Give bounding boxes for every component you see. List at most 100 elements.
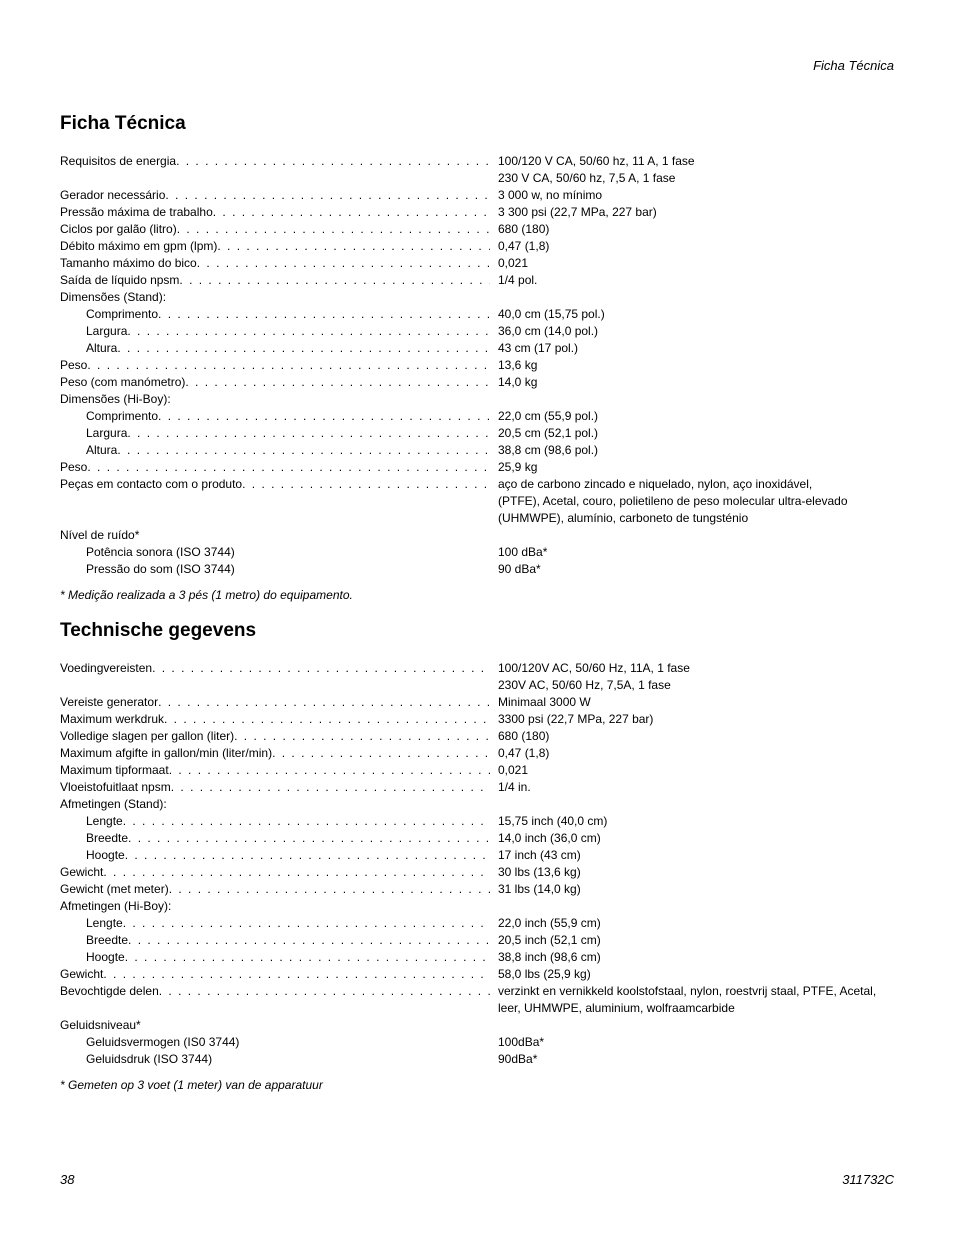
spec-value: 3300 psi (22,7 MPa, 227 bar) (490, 711, 894, 728)
spec-label: Voedingvereisten (60, 660, 152, 677)
spec-row: Lengte 22,0 inch (55,9 cm) (60, 915, 894, 932)
spec-row: Breedte 14,0 inch (36,0 cm) (60, 830, 894, 847)
spec-label: Maximum tipformaat (60, 762, 169, 779)
spec-label: Peças em contacto com o produto (60, 476, 242, 493)
spec-label: Comprimento (86, 306, 158, 323)
leader-dots (87, 357, 490, 374)
spec-row: Comprimento 22,0 cm (55,9 pol.) (60, 408, 894, 425)
leader-dots (165, 187, 490, 204)
spec-label: Breedte (86, 932, 128, 949)
spec-label: Comprimento (86, 408, 158, 425)
spec-label: Hoogte (86, 847, 125, 864)
spec-block: Voedingvereisten 100/120V AC, 50/60 Hz, … (60, 660, 894, 1068)
leader-dots (125, 949, 490, 966)
spec-value: 20,5 cm (52,1 pol.) (490, 425, 894, 442)
spec-block: Requisitos de energia100/120 V CA, 50/60… (60, 153, 894, 578)
spec-value: (PTFE), Acetal, couro, polietileno de pe… (490, 493, 894, 510)
spec-value: verzinkt en vernikkeld koolstofstaal, ny… (490, 983, 894, 1000)
spec-row: Ciclos por galão (litro) 680 (180) (60, 221, 894, 238)
spec-label: Largura (86, 323, 127, 340)
spec-label: Lengte (86, 813, 123, 830)
spec-value: 680 (180) (490, 728, 894, 745)
spec-label: Dimensões (Stand): (60, 289, 166, 306)
spec-label: Gewicht (met meter) (60, 881, 169, 898)
section-title: Ficha Técnica (60, 113, 894, 135)
spec-label: Geluidsdruk (ISO 3744) (86, 1051, 212, 1068)
spec-label: Gewicht (60, 864, 103, 881)
spec-value: 1/4 pol. (490, 272, 894, 289)
spec-value: 90 dBa* (490, 561, 894, 578)
leader-dots (158, 408, 490, 425)
spec-label: Breedte (86, 830, 128, 847)
leader-dots (213, 204, 490, 221)
spec-label: Potência sonora (ISO 3744) (86, 544, 235, 561)
spec-value: 22,0 inch (55,9 cm) (490, 915, 894, 932)
spec-row: Geluidsdruk (ISO 3744)90dBa* (60, 1051, 894, 1068)
spec-value: 1/4 in. (490, 779, 894, 796)
leader-dots (128, 830, 490, 847)
spec-row: Potência sonora (ISO 3744)100 dBa* (60, 544, 894, 561)
spec-value: 20,5 inch (52,1 cm) (490, 932, 894, 949)
spec-label: Geluidsvermogen (IS0 3744) (86, 1034, 239, 1051)
spec-value: 230 V CA, 50/60 hz, 7,5 A, 1 fase (490, 170, 894, 187)
spec-row: Peso (com manómetro) 14,0 kg (60, 374, 894, 391)
spec-value: 14,0 inch (36,0 cm) (490, 830, 894, 847)
leader-dots (171, 779, 490, 796)
spec-row: Hoogte 38,8 inch (98,6 cm) (60, 949, 894, 966)
spec-label: Vloeistofuitlaat npsm (60, 779, 171, 796)
leader-dots (169, 762, 490, 779)
spec-row: Vereiste generatorMinimaal 3000 W (60, 694, 894, 711)
spec-row: Tamanho máximo do bico0,021 (60, 255, 894, 272)
sections-container: Ficha Técnica Requisitos de energia100/12… (60, 113, 894, 1092)
spec-label: Geluidsniveau* (60, 1017, 141, 1034)
spec-row: Pressão do som (ISO 3744)90 dBa* (60, 561, 894, 578)
spec-value: 0,47 (1,8) (490, 745, 894, 762)
spec-value: Minimaal 3000 W (490, 694, 894, 711)
spec-value: 14,0 kg (490, 374, 894, 391)
spec-row: Peso 25,9 kg (60, 459, 894, 476)
spec-value: (UHMWPE), alumínio, carboneto de tungsté… (490, 510, 894, 527)
spec-value: 43 cm (17 pol.) (490, 340, 894, 357)
leader-dots (272, 745, 490, 762)
spec-label: Afmetingen (Stand): (60, 796, 167, 813)
leader-dots (197, 255, 490, 272)
leader-dots (87, 459, 490, 476)
spec-value: 38,8 inch (98,6 cm) (490, 949, 894, 966)
spec-label: Bevochtigde delen (60, 983, 159, 1000)
spec-label: Peso (60, 459, 87, 476)
leader-dots (169, 881, 490, 898)
spec-row-continuation: 230 V CA, 50/60 hz, 7,5 A, 1 fase (60, 170, 894, 187)
leader-dots (164, 711, 490, 728)
spec-row: Dimensões (Hi-Boy): (60, 391, 894, 408)
spec-row: Débito máximo em gpm (lpm)0,47 (1,8) (60, 238, 894, 255)
spec-row: Afmetingen (Hi-Boy): (60, 898, 894, 915)
spec-label: Dimensões (Hi-Boy): (60, 391, 171, 408)
spec-value: aço de carbono zincado e niquelado, nylo… (490, 476, 894, 493)
spec-label: Saída de líquido npsm (60, 272, 179, 289)
section-footnote: * Gemeten op 3 voet (1 meter) van de app… (60, 1078, 894, 1092)
spec-row-continuation: (UHMWPE), alumínio, carboneto de tungsté… (60, 510, 894, 527)
spec-row: Lengte15,75 inch (40,0 cm) (60, 813, 894, 830)
leader-dots (117, 442, 490, 459)
spec-label: Volledige slagen per gallon (liter) (60, 728, 234, 745)
spec-label: Ciclos por galão (litro) (60, 221, 177, 238)
spec-value: 100/120V AC, 50/60 Hz, 11A, 1 fase (490, 660, 894, 677)
spec-label: Hoogte (86, 949, 125, 966)
leader-dots (127, 425, 490, 442)
spec-value: 100dBa* (490, 1034, 894, 1051)
leader-dots (234, 728, 490, 745)
spec-value: 31 lbs (14,0 kg) (490, 881, 894, 898)
spec-row: Altura 43 cm (17 pol.) (60, 340, 894, 357)
leader-dots (125, 847, 490, 864)
spec-row: Maximum afgifte in gallon/min (liter/min… (60, 745, 894, 762)
spec-row: Volledige slagen per gallon (liter) 680 … (60, 728, 894, 745)
leader-dots (123, 915, 490, 932)
spec-row: Requisitos de energia100/120 V CA, 50/60… (60, 153, 894, 170)
spec-label: Peso (com manómetro) (60, 374, 185, 391)
leader-dots (158, 306, 490, 323)
spec-row: Afmetingen (Stand): (60, 796, 894, 813)
spec-label: Largura (86, 425, 127, 442)
spec-value: 25,9 kg (490, 459, 894, 476)
spec-label: Lengte (86, 915, 123, 932)
spec-value: 680 (180) (490, 221, 894, 238)
